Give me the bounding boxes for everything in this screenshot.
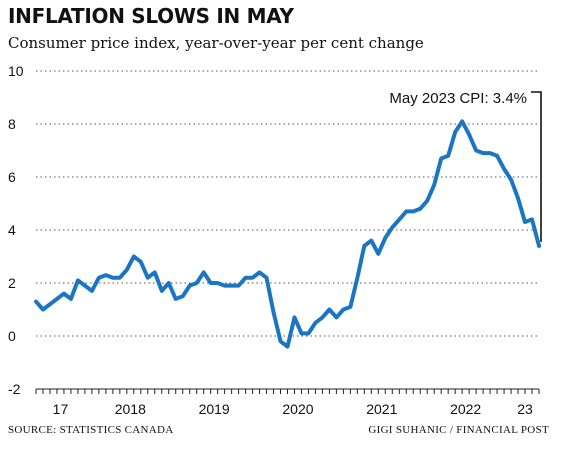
y-tick-label: 10: [8, 63, 24, 79]
y-tick-label: 8: [8, 116, 16, 132]
y-tick-label: 4: [8, 222, 16, 238]
y-tick-label: 6: [8, 169, 16, 185]
series-layer: [34, 119, 541, 349]
annotation-label: May 2023 CPI: 3.4%: [389, 90, 527, 107]
y-tick-label: 2: [8, 275, 16, 291]
source-note: SOURCE: STATISTICS CANADA: [8, 424, 174, 436]
chart-subtitle: Consumer price index, year-over-year per…: [8, 34, 424, 52]
annotation-bracket: [531, 91, 542, 242]
y-tick-label: 0: [8, 328, 16, 344]
x-tick-label: 2019: [199, 401, 230, 417]
x-axis: 17 2018 2019 2020 2021 2022 23: [35, 388, 540, 417]
x-tick-label: 17: [53, 401, 69, 417]
chart-title: INFLATION SLOWS IN MAY: [8, 4, 294, 28]
annotation: May 2023 CPI: 3.4%: [389, 90, 542, 242]
x-tick-label: 2022: [450, 401, 481, 417]
x-tick-label: 23: [517, 401, 533, 417]
x-tick-label: 2021: [366, 401, 397, 417]
cpi-series-line: [34, 119, 541, 349]
x-tick-label: 2018: [115, 401, 146, 417]
credit-note: GIGI SUHANIC / FINANCIAL POST: [368, 424, 549, 436]
y-axis-ticks: -2 0 2 4 6 8 10: [8, 63, 24, 397]
y-tick-label: -2: [8, 381, 21, 397]
x-tick-label: 2020: [282, 401, 313, 417]
